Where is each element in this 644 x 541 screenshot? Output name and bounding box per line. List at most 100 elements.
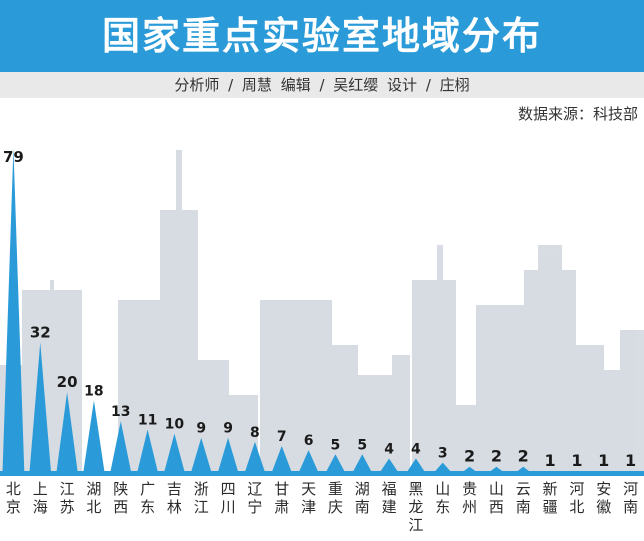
data-label-19: 2 (518, 447, 529, 466)
x-tick-label-1-0: 上 (33, 480, 48, 498)
x-tick-label-2-1: 苏 (60, 498, 75, 516)
x-tick-label-18-1: 西 (489, 498, 504, 516)
bar-4 (109, 421, 132, 475)
data-label-2: 20 (57, 373, 78, 391)
x-tick-label-4-1: 西 (113, 498, 128, 516)
bar-16 (431, 462, 454, 475)
data-source: 数据来源：科技部 (517, 105, 638, 123)
x-tick-label-19-1: 南 (516, 498, 531, 516)
bar-chart: 79北京32上海20江苏18湖北13陕西11广东10吉林9浙江9四川8辽宁7甘肃… (0, 148, 644, 534)
x-tick-label-7-0: 浙 (194, 480, 209, 498)
data-label-12: 5 (331, 437, 341, 453)
x-tick-label-9-1: 宁 (247, 498, 262, 516)
x-tick-label-20-1: 疆 (543, 498, 558, 516)
bar-2 (56, 392, 79, 475)
x-tick-label-0-0: 北 (6, 480, 21, 498)
x-tick-label-3-0: 湖 (86, 480, 101, 498)
data-label-1: 32 (30, 324, 51, 342)
data-label-6: 10 (165, 417, 185, 433)
x-tick-label-5-0: 广 (140, 480, 155, 498)
data-label-3: 18 (84, 383, 103, 399)
bar-17 (458, 466, 481, 475)
data-label-5: 11 (138, 412, 157, 428)
data-label-22: 1 (598, 451, 609, 470)
bar-11 (297, 450, 320, 475)
x-tick-label-20-0: 新 (543, 480, 558, 498)
x-tick-label-5-1: 东 (140, 498, 155, 516)
data-label-9: 8 (250, 425, 260, 441)
x-tick-label-22-1: 徽 (596, 498, 611, 516)
x-tick-label-1-1: 海 (33, 498, 48, 516)
bar-0 (2, 148, 25, 475)
bar-13 (351, 454, 374, 475)
x-tick-label-0-1: 京 (6, 498, 21, 516)
x-tick-label-16-1: 东 (435, 498, 450, 516)
x-tick-label-15-2: 江 (408, 516, 423, 534)
x-tick-label-6-0: 吉 (167, 480, 182, 498)
bar-7 (190, 437, 213, 475)
x-tick-label-3-1: 北 (86, 498, 101, 516)
x-tick-label-11-1: 津 (301, 498, 316, 516)
x-tick-label-2-0: 江 (60, 480, 75, 498)
x-tick-label-19-0: 云 (516, 480, 531, 498)
x-tick-label-6-1: 林 (167, 498, 182, 516)
x-tick-label-9-0: 辽 (247, 480, 262, 498)
data-label-17: 2 (464, 447, 475, 466)
x-tick-label-17-1: 州 (462, 498, 477, 516)
x-tick-label-14-1: 建 (382, 498, 397, 516)
x-tick-label-8-1: 川 (221, 498, 236, 516)
bar-15 (404, 458, 427, 475)
data-label-18: 2 (491, 447, 502, 466)
x-tick-label-13-1: 南 (355, 498, 370, 516)
bar-22 (592, 470, 615, 475)
x-tick-label-16-0: 山 (435, 480, 450, 498)
x-tick-label-15-0: 黑 (408, 480, 423, 498)
x-tick-label-12-0: 重 (328, 480, 343, 498)
data-label-10: 7 (277, 429, 287, 445)
bar-10 (270, 446, 293, 475)
bar-18 (485, 466, 508, 475)
data-label-7: 9 (196, 421, 206, 437)
bar-14 (378, 458, 401, 475)
x-tick-label-15-1: 龙 (408, 498, 423, 516)
x-tick-label-18-0: 山 (489, 480, 504, 498)
bar-9 (243, 441, 266, 475)
bar-5 (136, 429, 159, 475)
x-tick-label-23-0: 河 (623, 480, 638, 498)
credits-bar (0, 72, 644, 98)
data-label-0: 79 (3, 148, 24, 166)
bar-21 (565, 470, 588, 475)
page-title: 国家重点实验室地域分布 (101, 14, 542, 58)
x-tick-label-7-1: 江 (194, 498, 209, 516)
bar-23 (619, 470, 642, 475)
bar-12 (324, 454, 347, 475)
bar-8 (217, 437, 240, 475)
x-tick-label-17-0: 贵 (462, 480, 477, 498)
bar-1 (29, 342, 52, 475)
bar-6 (163, 433, 186, 475)
bar-3 (82, 400, 105, 475)
title-bar (0, 0, 644, 72)
x-tick-label-22-0: 安 (596, 480, 611, 498)
x-tick-label-11-0: 天 (301, 480, 316, 498)
data-label-13: 5 (357, 437, 367, 453)
x-tick-label-13-0: 湖 (355, 480, 370, 498)
x-tick-label-10-0: 甘 (274, 480, 289, 498)
data-label-14: 4 (384, 441, 394, 457)
x-tick-label-21-1: 北 (569, 498, 584, 516)
x-tick-label-14-0: 福 (382, 480, 397, 498)
bar-20 (539, 470, 562, 475)
data-label-21: 1 (571, 451, 582, 470)
x-tick-label-23-1: 南 (623, 498, 638, 516)
data-label-11: 6 (304, 433, 314, 449)
data-label-20: 1 (545, 451, 556, 470)
data-label-23: 1 (625, 451, 636, 470)
credits-line: 分析师 / 周慧 编辑 / 吴红缨 设计 / 庄栩 (174, 76, 470, 94)
data-label-4: 13 (111, 404, 130, 420)
x-tick-label-21-0: 河 (569, 480, 584, 498)
data-label-16: 3 (438, 446, 448, 462)
data-label-15: 4 (411, 441, 421, 457)
data-label-8: 9 (223, 421, 233, 437)
bar-19 (512, 466, 535, 475)
x-tick-label-8-0: 四 (221, 480, 236, 498)
